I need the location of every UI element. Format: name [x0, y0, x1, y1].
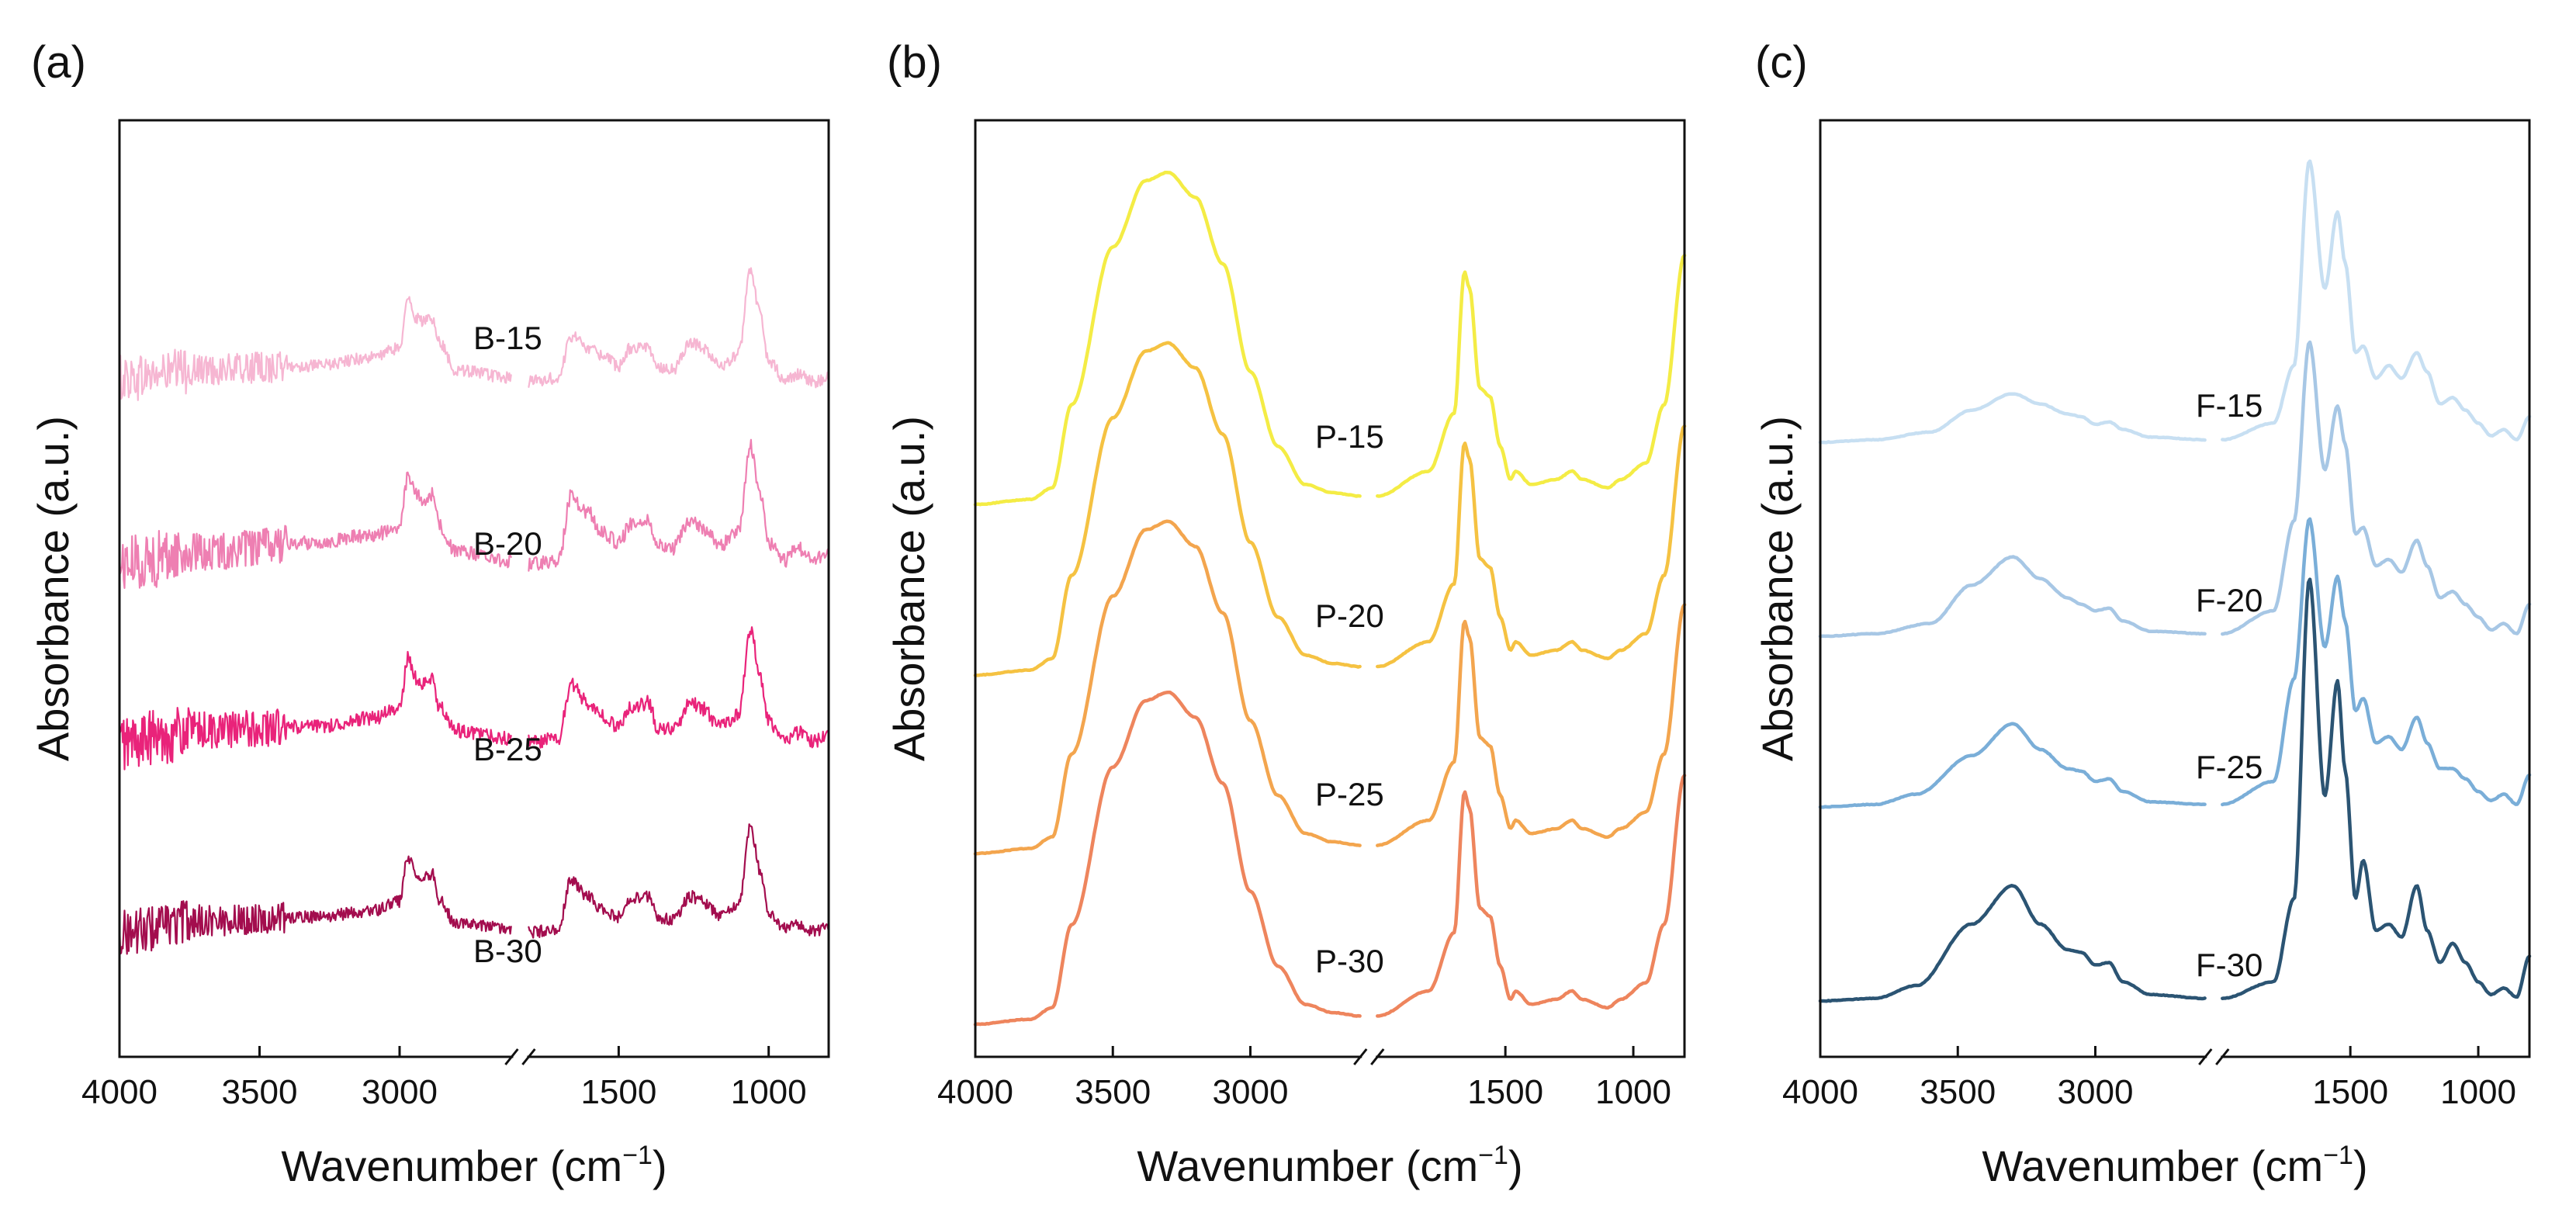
- x-axis-title-main: Wavenumber (cm: [1137, 1141, 1478, 1190]
- series-label-b-25: B-25: [473, 731, 542, 767]
- x-axis-title-end: ): [653, 1141, 667, 1190]
- x-tick-label-3500: 3500: [1920, 1073, 1996, 1111]
- x-axis-title-superscript: −1: [2323, 1141, 2353, 1170]
- series-label-f-20: F-20: [2196, 582, 2263, 618]
- x-tick-label-3000: 3000: [2058, 1073, 2134, 1111]
- x-tick-label-1500: 1500: [580, 1073, 656, 1111]
- series-f-30-high-line: [2221, 577, 2532, 1000]
- series-p-25-high-line: [1376, 603, 1687, 847]
- panel-letter: (c): [1755, 37, 1808, 88]
- panel-b: (b) P-15 P-20 P-25 P-30 4000 3500 3000 1500 1000 W…: [885, 37, 1687, 1190]
- series-f-15-low-line: [1818, 392, 2207, 445]
- x-axis-title-superscript: −1: [622, 1141, 653, 1170]
- y-axis-title: Absorbance (a.u.): [1753, 416, 1802, 761]
- x-axis-title: Wavenumber (cm−1): [1982, 1141, 2367, 1190]
- series-b-25-high-line: [528, 626, 829, 749]
- series-label-f-30: F-30: [2196, 947, 2263, 983]
- x-tick-label-4000: 4000: [81, 1073, 158, 1111]
- series-f-30-low-line: [1818, 884, 2207, 1003]
- series-label-p-30: P-30: [1315, 943, 1384, 979]
- axis-break-mark-left: [1353, 1048, 1368, 1065]
- panel-a: (a) B-15 B-20 B-25 B-30 4000 3500 3000 1500 1000 W…: [29, 37, 830, 1190]
- series-f-20-low-line: [1818, 555, 2207, 639]
- series-label-p-15: P-15: [1315, 418, 1384, 455]
- series-label-b-15: B-15: [473, 320, 542, 356]
- y-axis-title: Absorbance (a.u.): [29, 416, 78, 761]
- series-p-25-low-line: [973, 519, 1362, 856]
- x-axis-title-superscript: −1: [1478, 1141, 1508, 1170]
- panel-letter: (a): [31, 37, 86, 88]
- series-f-20-high-line: [2221, 340, 2532, 636]
- series-label-b-20: B-20: [473, 525, 542, 562]
- panel-letter: (b): [887, 37, 942, 88]
- series-b-30-high-line: [528, 823, 829, 939]
- series-f-25-low-line: [1818, 722, 2207, 809]
- series-b-15-low-line: [118, 296, 512, 401]
- series-label-f-25: F-25: [2196, 749, 2263, 785]
- plot-frame: [1819, 119, 2531, 1058]
- series-p-30-low-line: [973, 691, 1362, 1027]
- x-tick-label-3500: 3500: [222, 1073, 298, 1111]
- spectra: [1818, 159, 2532, 1003]
- x-tick-label-3500: 3500: [1075, 1073, 1151, 1111]
- spectra: [118, 267, 829, 955]
- x-axis-title-end: ): [2353, 1141, 2368, 1190]
- x-tick-label-4000: 4000: [937, 1073, 1013, 1111]
- axis-break-gap: [513, 1052, 528, 1061]
- x-tick-label-1000: 1000: [2440, 1073, 2516, 1111]
- x-axis-title-main: Wavenumber (cm: [281, 1141, 622, 1190]
- plot-frame: [974, 119, 1686, 1058]
- series-f-15-high-line: [2221, 159, 2532, 442]
- x-tick-label-4000: 4000: [1782, 1073, 1858, 1111]
- x-tick-label-1000: 1000: [731, 1073, 807, 1111]
- axis-break-mark-left: [504, 1048, 519, 1065]
- axis-break-gap: [2207, 1052, 2221, 1061]
- series-p-20-low-line: [973, 341, 1362, 677]
- x-axis-title-end: ): [1508, 1141, 1523, 1190]
- x-tick-label-3000: 3000: [1213, 1073, 1289, 1111]
- series-f-25-high-line: [2221, 517, 2532, 807]
- axis-break-mark-right: [521, 1048, 536, 1065]
- plot-frame: [118, 119, 830, 1058]
- x-tick-label-1000: 1000: [1595, 1073, 1671, 1111]
- y-axis-title: Absorbance (a.u.): [885, 416, 933, 761]
- axis-break-gap: [1362, 1052, 1376, 1061]
- series-label-p-20: P-20: [1315, 597, 1384, 634]
- x-axis-title: Wavenumber (cm−1): [281, 1141, 667, 1190]
- series-p-15-low-line: [973, 170, 1362, 507]
- axis-break-mark-left: [2198, 1048, 2213, 1065]
- series-label-b-30: B-30: [473, 933, 542, 969]
- series-label-f-15: F-15: [2196, 387, 2263, 424]
- series-p-30-high-line: [1376, 774, 1687, 1018]
- series-b-30-low-line: [118, 855, 512, 955]
- series-b-20-high-line: [528, 438, 829, 572]
- spectra: [973, 170, 1687, 1027]
- series-b-15-high-line: [528, 267, 829, 389]
- series-p-20-high-line: [1376, 424, 1687, 669]
- x-tick-label-3000: 3000: [362, 1073, 438, 1111]
- axis-break-mark-right: [2215, 1048, 2230, 1065]
- panel-c: (c) F-15 F-20 F-25 F-30 4000 3500 3000 1500 1000 W…: [1753, 37, 2532, 1190]
- x-axis-title-main: Wavenumber (cm: [1982, 1141, 2323, 1190]
- x-tick-label-1500: 1500: [2312, 1073, 2388, 1111]
- series-p-15-high-line: [1376, 253, 1687, 498]
- series-label-p-25: P-25: [1315, 776, 1384, 812]
- series-b-20-low-line: [118, 471, 512, 589]
- axis-break-mark-right: [1370, 1048, 1385, 1065]
- series-b-25-low-line: [118, 650, 512, 771]
- x-axis-title: Wavenumber (cm−1): [1137, 1141, 1522, 1190]
- x-tick-label-1500: 1500: [1467, 1073, 1543, 1111]
